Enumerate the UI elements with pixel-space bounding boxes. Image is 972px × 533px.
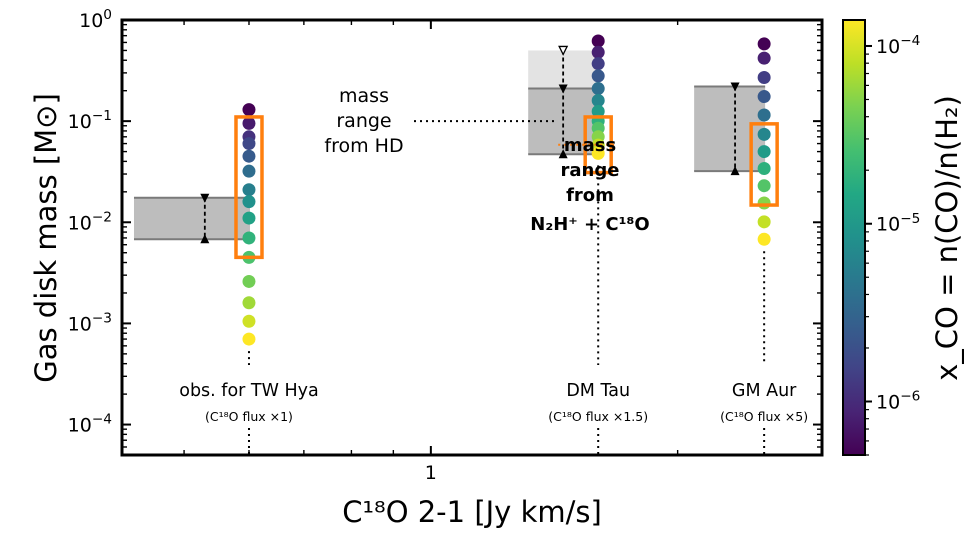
colorbar-tick-label: 10−6 xyxy=(876,389,920,414)
data-point xyxy=(242,195,256,209)
data-point xyxy=(591,82,605,96)
n2h-range-box xyxy=(234,115,264,260)
data-point xyxy=(757,162,771,176)
data-point xyxy=(242,149,256,163)
hd-band xyxy=(694,86,766,172)
data-point xyxy=(242,332,256,346)
hd-lower-marker xyxy=(558,149,568,159)
data-point xyxy=(591,34,605,48)
hd-light-band xyxy=(528,50,600,89)
data-point xyxy=(591,57,605,71)
source-labels: obs. for TW Hya (C¹⁸O flux ×1) DM Tau (C¹⁸O… xyxy=(179,381,808,424)
n2h-annotation-line: from xyxy=(566,185,614,206)
axes: 10−4 10−3 10−2 10−1 100 1 xyxy=(68,7,823,484)
hd-lower-marker xyxy=(200,234,210,244)
hd-upper-marker xyxy=(730,82,740,92)
annotations: mass range from HD mass range from N₂H⁺ + C¹⁸O xyxy=(324,85,649,235)
y-tick-label: 10−3 xyxy=(68,310,112,335)
data-point xyxy=(242,274,256,288)
n2h-annotation-formula: N₂H⁺ + C¹⁸O xyxy=(530,214,649,235)
y-tick-label: 100 xyxy=(79,7,112,32)
x-axis-label: C¹⁸O 2-1 [Jy km/s] xyxy=(342,495,602,529)
y-tick-label: 10−1 xyxy=(68,108,112,133)
source-name: DM Tau xyxy=(566,381,630,401)
mass-range-bands xyxy=(133,50,766,241)
data-point xyxy=(757,51,771,65)
n2h-annotation-line: range xyxy=(561,160,620,181)
data-point xyxy=(242,116,256,130)
colorbar-tick-label: 10−4 xyxy=(876,33,920,58)
data-point xyxy=(591,93,605,107)
colorbar-ticks: 10−6 10−5 10−4 xyxy=(865,33,920,456)
source-flux-scale: (C¹⁸O flux ×1) xyxy=(205,409,293,424)
data-point xyxy=(757,145,771,159)
data-point xyxy=(242,137,256,151)
data-point xyxy=(757,127,771,141)
hd-annotation-line: mass xyxy=(339,85,389,107)
data-point xyxy=(757,232,771,246)
n2h-range-box xyxy=(583,115,613,175)
data-point xyxy=(242,164,256,178)
data-point xyxy=(757,71,771,85)
y-tick-label: 10−2 xyxy=(68,209,112,234)
data-point xyxy=(757,215,771,229)
dotted-guides xyxy=(247,165,766,455)
hd-upper-marker xyxy=(558,84,568,94)
n2h-range-box xyxy=(749,122,779,207)
data-point xyxy=(242,183,256,197)
colorbar xyxy=(842,19,866,456)
data-point xyxy=(757,108,771,122)
source-name: obs. for TW Hya xyxy=(179,381,318,401)
hd-range-bars xyxy=(200,45,740,244)
data-point xyxy=(591,104,605,118)
data-point xyxy=(242,314,256,328)
hd-band xyxy=(133,197,250,240)
hd-light-marker xyxy=(558,45,569,56)
hd-lower-marker xyxy=(730,166,740,176)
data-point xyxy=(591,69,605,83)
y-axis-label: Gas disk mass [M⊙] xyxy=(29,93,63,383)
x-tick-label: 1 xyxy=(425,462,437,484)
data-point xyxy=(757,179,771,193)
data-point xyxy=(591,45,605,59)
hd-annotation-line: from HD xyxy=(324,135,403,157)
source-flux-scale: (C¹⁸O flux ×5) xyxy=(720,409,808,424)
colorbar-tick-label: 10−5 xyxy=(876,211,920,236)
data-point xyxy=(242,211,256,225)
data-point xyxy=(757,196,771,210)
n2h-c18o-boxes xyxy=(234,115,779,260)
data-point xyxy=(757,90,771,104)
colorbar-label: x_CO = n(CO)/n(H₂) xyxy=(930,95,964,381)
data-point xyxy=(242,103,256,117)
data-points xyxy=(242,34,771,346)
data-point xyxy=(591,146,605,160)
hd-upper-marker xyxy=(200,193,210,203)
source-flux-scale: (C¹⁸O flux ×1.5) xyxy=(548,409,648,424)
data-point xyxy=(242,231,256,245)
source-name: GM Aur xyxy=(732,381,797,401)
data-point xyxy=(757,37,771,51)
n2h-annotation-line: mass xyxy=(564,135,616,156)
y-tick-label: 10−4 xyxy=(68,412,112,437)
data-point xyxy=(242,296,256,310)
hd-annotation-line: range xyxy=(336,110,391,132)
